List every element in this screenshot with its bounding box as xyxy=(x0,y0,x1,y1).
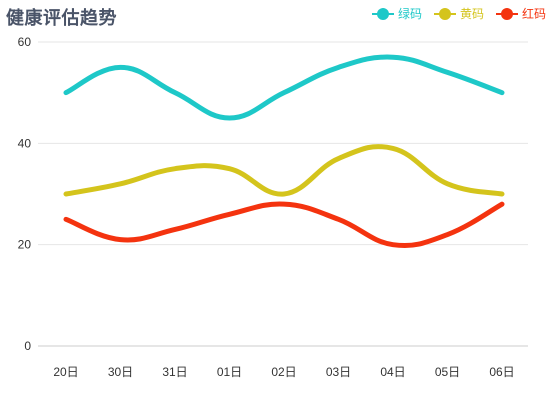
y-tick-label: 20 xyxy=(18,238,32,252)
x-tick-label: 01日 xyxy=(217,365,242,379)
series-line-red xyxy=(63,201,505,249)
legend-item-red[interactable]: 红码 xyxy=(495,5,546,22)
series-layer xyxy=(63,54,505,249)
x-tick-label: 31日 xyxy=(162,365,187,379)
y-tick-label: 60 xyxy=(18,35,32,49)
chart-legend: 绿码 黄码 红码 xyxy=(371,5,546,22)
x-tick-label: 04日 xyxy=(380,365,405,379)
y-tick-label: 0 xyxy=(24,339,31,353)
x-tick-label: 20日 xyxy=(53,365,78,379)
axis-layer: 0 20 40 60 20日 30日 31日 01日 02日 03日 04日 05日 06日 xyxy=(18,35,515,379)
x-tick-label: 05日 xyxy=(435,365,460,379)
legend-item-yellow[interactable]: 黄码 xyxy=(433,5,484,22)
x-tick-label: 03日 xyxy=(326,365,351,379)
legend-label-green: 绿码 xyxy=(397,7,422,21)
x-tick-label: 02日 xyxy=(271,365,296,379)
legend-dot-green xyxy=(376,7,389,20)
legend-dot-yellow xyxy=(438,7,451,20)
legend-dot-red xyxy=(500,7,513,20)
legend-label-red: 红码 xyxy=(521,7,546,21)
chart-title: 健康评估趋势 xyxy=(6,8,117,28)
y-tick-label: 40 xyxy=(18,136,32,150)
legend-swatch-yellow-icon xyxy=(433,7,456,20)
x-tick-label: 30日 xyxy=(108,365,133,379)
x-tick-label: 06日 xyxy=(489,365,514,379)
legend-item-green[interactable]: 绿码 xyxy=(371,5,422,22)
series-line-green xyxy=(63,54,505,121)
legend-label-yellow: 黄码 xyxy=(459,7,484,21)
series-line-yellow xyxy=(63,144,505,197)
legend-swatch-green-icon xyxy=(371,7,394,20)
grid-layer xyxy=(38,41,528,347)
legend-swatch-red-icon xyxy=(495,7,518,20)
